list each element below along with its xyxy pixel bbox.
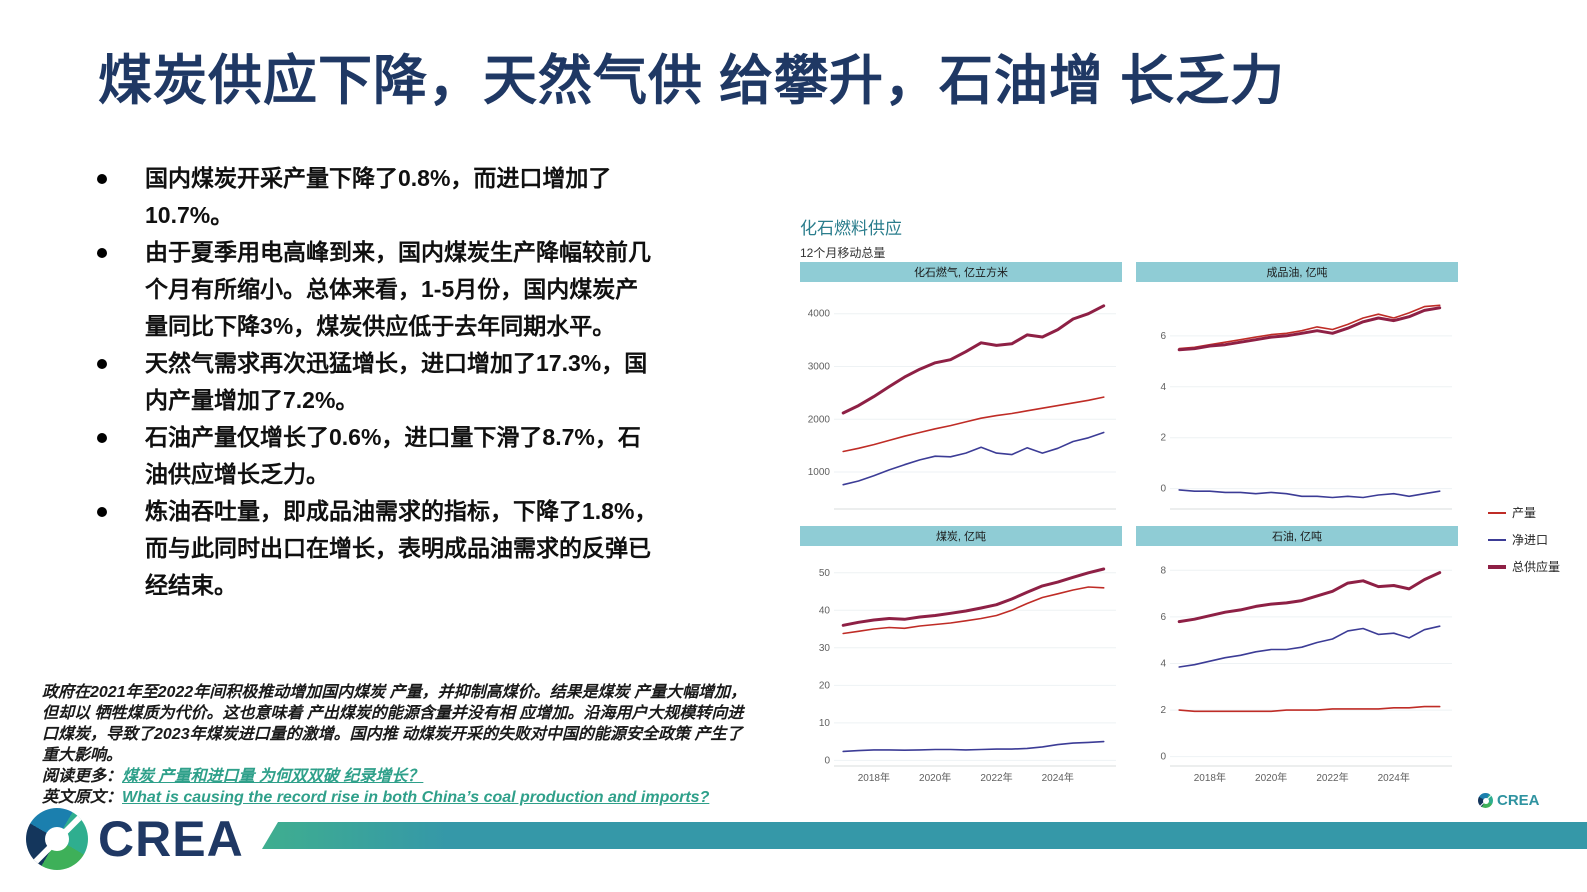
bullet-item: 由于夏季用电高峰到来，国内煤炭生产降幅较前几个月有所缩小。总体来看，1-5月份，…: [88, 234, 660, 345]
fossil-gas-chart: 1000 2000 3000 4000: [800, 282, 1122, 517]
slide-title: 煤炭供应下降，天然气供 给攀升，石油增 长乏力: [98, 51, 1286, 111]
figure-subtitle: 12个月移动总量: [800, 246, 886, 260]
footer-banner: [262, 822, 1587, 849]
svg-text:4: 4: [1160, 658, 1166, 669]
svg-text:40: 40: [819, 605, 831, 616]
svg-text:2018年: 2018年: [858, 771, 890, 784]
bullet-item: 天然气需求再次迅猛增长，进口增加了17.3%，国内产量增加了7.2%。: [88, 345, 660, 419]
svg-text:0: 0: [1160, 484, 1166, 495]
footer: CREA: [0, 806, 1587, 892]
svg-text:4: 4: [1160, 382, 1166, 393]
legend-label-production: 产量: [1512, 506, 1537, 520]
legend-swatch-net-imports: [1488, 538, 1506, 541]
svg-text:0: 0: [824, 755, 830, 766]
coal-chart: 0 10 20 30 40 50 2018年 2020年 2022年 2024年: [800, 546, 1122, 786]
svg-text:2024年: 2024年: [1042, 771, 1074, 784]
legend-item-net-imports: 净进口: [1488, 531, 1560, 548]
english-source-link[interactable]: What is causing the record rise in both …: [122, 789, 710, 806]
crea-logo-icon: [26, 808, 88, 870]
svg-text:1000: 1000: [808, 467, 831, 478]
footnote-text: 政府在2021年至2022年间积极推动增加国内煤炭 产量，并抑制高煤价。结果是煤…: [42, 684, 747, 764]
svg-text:2024年: 2024年: [1378, 771, 1410, 784]
bullet-item: 石油产量仅增长了0.6%，进口量下滑了8.7%，石油供应增长乏力。: [88, 419, 660, 493]
svg-text:6: 6: [1160, 331, 1166, 342]
panel-title-coal: 煤炭, 亿吨: [800, 526, 1122, 546]
fossil-fuel-supply-figure: 化石燃料供应 12个月移动总量 化石燃气, 亿立方米 1000 2000 3000 4…: [800, 214, 1587, 820]
panel-title-fossil-gas: 化石燃气, 亿立方米: [800, 262, 1122, 282]
legend-item-production: 产量: [1488, 504, 1560, 521]
svg-text:10: 10: [819, 718, 831, 729]
svg-text:2: 2: [1160, 433, 1166, 444]
panel-title-oil: 石油, 亿吨: [1136, 526, 1458, 546]
svg-text:2000: 2000: [808, 414, 831, 425]
legend-label-total-supply: 总供应量: [1512, 560, 1561, 574]
figure-brand: CREA: [1478, 792, 1540, 809]
bullet-item: 国内煤炭开采产量下降了0.8%，而进口增加了10.7%。: [88, 160, 660, 234]
read-more-prefix: 阅读更多：: [42, 768, 123, 785]
legend-swatch-total-supply: [1488, 564, 1506, 569]
bullet-list: 国内煤炭开采产量下降了0.8%，而进口增加了10.7%。 由于夏季用电高峰到来，…: [88, 160, 660, 604]
read-more-link[interactable]: 煤炭 产量和进口量 为何双双破 纪录增长？: [122, 768, 424, 785]
svg-text:6: 6: [1160, 612, 1166, 623]
svg-text:30: 30: [819, 643, 831, 654]
panel-oil-products: 成品油, 亿吨 0 2 4 6: [1136, 262, 1458, 517]
chart-legend: 产量 净进口 总供应量: [1488, 504, 1560, 585]
panel-coal: 煤炭, 亿吨 0 10 20 30 40 50 2018年 2020年 2022年 2024年: [800, 526, 1122, 786]
oil-chart: 0 2 4 6 8 2018年 2020年 2022年 2024年: [1136, 546, 1458, 786]
legend-label-net-imports: 净进口: [1512, 533, 1549, 547]
figure-brand-text: CREA: [1497, 792, 1540, 809]
crea-logo: CREA: [26, 808, 244, 870]
oil-products-chart: 0 2 4 6: [1136, 282, 1458, 517]
figure-title: 化石燃料供应: [800, 219, 902, 238]
panel-fossil-gas: 化石燃气, 亿立方米 1000 2000 3000 4000: [800, 262, 1122, 517]
svg-text:2020年: 2020年: [1255, 771, 1287, 784]
svg-text:2022年: 2022年: [1316, 771, 1348, 784]
svg-text:2022年: 2022年: [980, 771, 1012, 784]
svg-text:50: 50: [819, 568, 831, 579]
read-more-line: 阅读更多：煤炭 产量和进口量 为何双双破 纪录增长？: [42, 766, 758, 787]
svg-text:3000: 3000: [808, 362, 831, 373]
svg-text:0: 0: [1160, 752, 1166, 763]
legend-item-total-supply: 总供应量: [1488, 558, 1560, 575]
crea-logo-icon: [1478, 793, 1493, 808]
svg-text:20: 20: [819, 680, 831, 691]
panel-title-oil-products: 成品油, 亿吨: [1136, 262, 1458, 282]
english-source-line: 英文原文：What is causing the record rise in …: [42, 787, 758, 808]
panel-oil: 石油, 亿吨 0 2 4 6 8 2018年 2020年 2022年 2024年: [1136, 526, 1458, 786]
svg-text:2: 2: [1160, 705, 1166, 716]
svg-text:4000: 4000: [808, 309, 831, 320]
svg-text:8: 8: [1160, 565, 1166, 576]
legend-swatch-production: [1488, 511, 1506, 514]
crea-logo-text: CREA: [98, 811, 244, 867]
english-source-prefix: 英文原文：: [42, 789, 123, 806]
footnote: 政府在2021年至2022年间积极推动增加国内煤炭 产量，并抑制高煤价。结果是煤…: [42, 682, 758, 808]
svg-text:2020年: 2020年: [919, 771, 951, 784]
bullet-item: 炼油吞吐量，即成品油需求的指标，下降了1.8%，而与此同时出口在增长，表明成品油…: [88, 493, 660, 604]
svg-text:2018年: 2018年: [1194, 771, 1226, 784]
